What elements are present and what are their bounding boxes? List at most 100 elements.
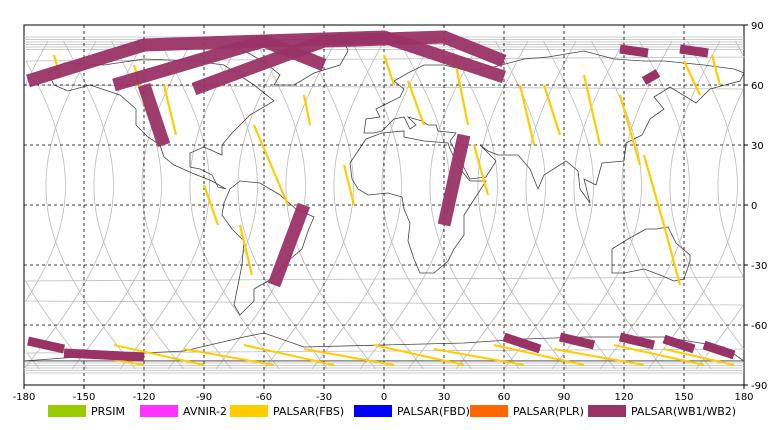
australia-coastline (611, 226, 691, 282)
fbs-swath (542, 84, 562, 136)
wb-swath (137, 82, 171, 148)
legend-swatch-wb (588, 405, 626, 417)
wb-swath (641, 69, 661, 85)
lat-tick-label: -60 (751, 321, 767, 332)
fbs-swath (618, 94, 642, 166)
legend-swatch-fbd (354, 405, 392, 417)
orbit-track (26, 40, 745, 370)
lon-tick-label: -120 (133, 392, 156, 403)
south-america-coastline (221, 180, 315, 316)
orbit-track (93, 40, 184, 370)
legend-item-prism: PRSIM (48, 400, 125, 422)
fbs-swath (202, 184, 220, 226)
wb-swath (619, 44, 649, 58)
legend-swatch-avnir (140, 405, 178, 417)
lon-tick-label: 30 (438, 392, 451, 403)
orbit-track (573, 40, 664, 370)
orbit-track (215, 40, 306, 370)
legend-label-fbs: PALSAR(FBS) (273, 404, 345, 418)
orbit-track (647, 40, 738, 370)
north-america-coastline (47, 58, 275, 190)
fbs-swath (663, 348, 735, 366)
lon-tick-label: -30 (316, 392, 332, 403)
orbit-track (45, 40, 136, 370)
wb-swath (27, 336, 65, 354)
fbs-swath (518, 84, 536, 146)
lon-tick-label: -90 (196, 392, 212, 403)
orbit-track (381, 40, 472, 370)
legend-swatch-prism (48, 405, 86, 417)
orbit-track (119, 40, 210, 370)
fbs-swath (243, 344, 335, 366)
fbs-swath (662, 224, 682, 286)
legend-label-prism: PRSIM (91, 404, 125, 418)
wb-swath (437, 133, 471, 227)
legend-label-fbd: PALSAR(FBD) (397, 404, 470, 418)
fbs-swath (183, 348, 275, 366)
orbit-track (599, 40, 690, 370)
legend-label-wb: PALSAR(WB1/WB2) (631, 404, 737, 418)
fbs-swath (162, 84, 178, 136)
legend-item-fbs: PALSAR(FBS) (230, 400, 344, 422)
fbs-swath (683, 60, 701, 96)
fbs-swath (613, 344, 705, 366)
fbs-swath (553, 348, 645, 366)
lon-tick-label: 0 (381, 392, 387, 403)
fbs-swath (373, 344, 465, 366)
lat-tick-label: -90 (751, 381, 767, 392)
wb-swath (502, 332, 542, 354)
legend-item-fbd: PALSAR(FBD) (354, 400, 470, 422)
legend-item-wb: PALSAR(WB1/WB2) (588, 400, 736, 422)
orbit-track (311, 40, 402, 370)
lat-tick-label: 30 (751, 141, 764, 152)
legend-item-avnir: AVNIR-2 (140, 400, 227, 422)
fbs-swath (113, 344, 205, 366)
legend-swatch-fbs (230, 405, 268, 417)
lon-tick-label: -60 (256, 392, 272, 403)
lat-tick-label: 60 (751, 81, 764, 92)
fbs-swath (642, 154, 666, 226)
orbit-track (23, 40, 114, 370)
africa-coastline (349, 130, 487, 274)
wb-swath (267, 202, 311, 288)
lon-tick-label: 60 (498, 392, 511, 403)
lat-tick-label: 0 (751, 201, 757, 212)
fbs-swath (342, 164, 356, 206)
observation-swaths (26, 30, 736, 366)
legend-label-plr: PALSAR(PLR) (513, 404, 584, 418)
orbit-track (333, 40, 424, 370)
orbit-track (237, 40, 328, 370)
fbs-swath (582, 74, 602, 146)
wb-swath (702, 340, 736, 360)
orbit-track (167, 40, 258, 370)
wb-swath (679, 44, 709, 58)
orbit-track (189, 40, 280, 370)
lon-tick-label: 150 (674, 392, 693, 403)
lon-tick-label: 180 (734, 392, 753, 403)
wb-swath (662, 334, 696, 354)
wb-swath (558, 332, 596, 350)
lon-tick-label: -150 (73, 392, 96, 403)
orbit-track (621, 40, 712, 370)
fbs-swath (238, 224, 254, 276)
fbs-swath (472, 144, 490, 196)
fbs-swath (433, 348, 525, 366)
fbs-swath (710, 54, 722, 86)
orbit-track (263, 40, 354, 370)
fbs-swath (382, 54, 396, 86)
lat-tick-label: -30 (751, 261, 767, 272)
wb-swath (618, 332, 656, 350)
lon-tick-label: 90 (558, 392, 571, 403)
lon-tick-label: 120 (614, 392, 633, 403)
orbit-track (141, 40, 232, 370)
fbs-swath (406, 80, 426, 126)
fbs-swath (493, 344, 585, 366)
orbit-track (477, 40, 568, 370)
orbit-track (24, 40, 745, 370)
orbit-track (24, 40, 745, 370)
orbit-track (429, 40, 520, 370)
axis-ticks: -180 -150 -120 -90 -60 -30 0 30 60 90 120 150 180 90 6… (13, 21, 768, 403)
wb-swath (191, 30, 507, 96)
lon-tick-label: -180 (13, 392, 36, 403)
